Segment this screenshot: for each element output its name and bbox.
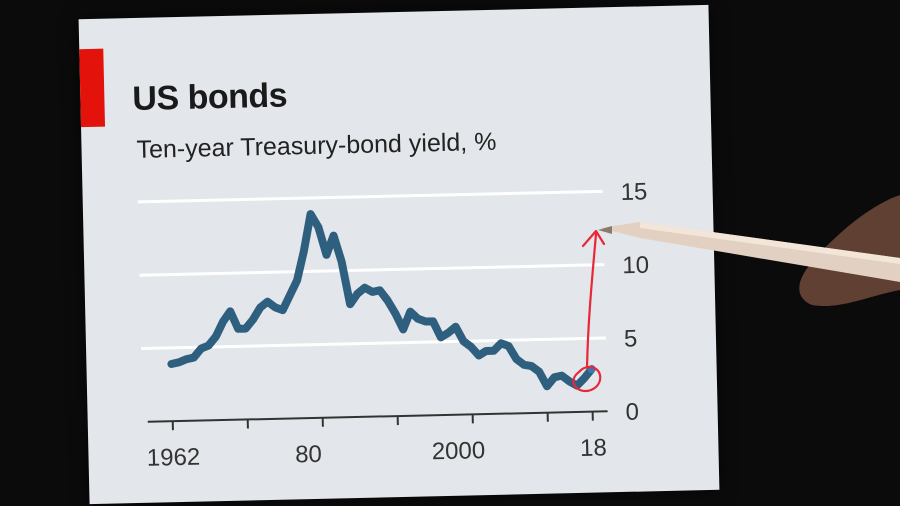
gridline — [139, 263, 605, 277]
y-tick-label: 10 — [622, 252, 649, 280]
hand — [799, 195, 900, 307]
gridline — [137, 189, 603, 204]
x-axis-line — [147, 410, 608, 423]
x-tick-label: 1962 — [147, 444, 201, 472]
x-tick-label: 18 — [580, 434, 607, 462]
tablet-screen: US bonds Ten-year Treasury-bond yield, %… — [78, 4, 720, 505]
y-tick-label: 5 — [624, 325, 638, 352]
yield-line — [167, 210, 596, 391]
y-tick-label: 0 — [625, 399, 639, 426]
y-tick-label: 15 — [620, 178, 647, 206]
gridline — [141, 336, 606, 351]
x-tick-label: 80 — [295, 441, 322, 469]
x-tick-label: 2000 — [431, 437, 485, 465]
plot-area: 0 5 10 15 1962 80 2000 18 — [137, 178, 649, 472]
